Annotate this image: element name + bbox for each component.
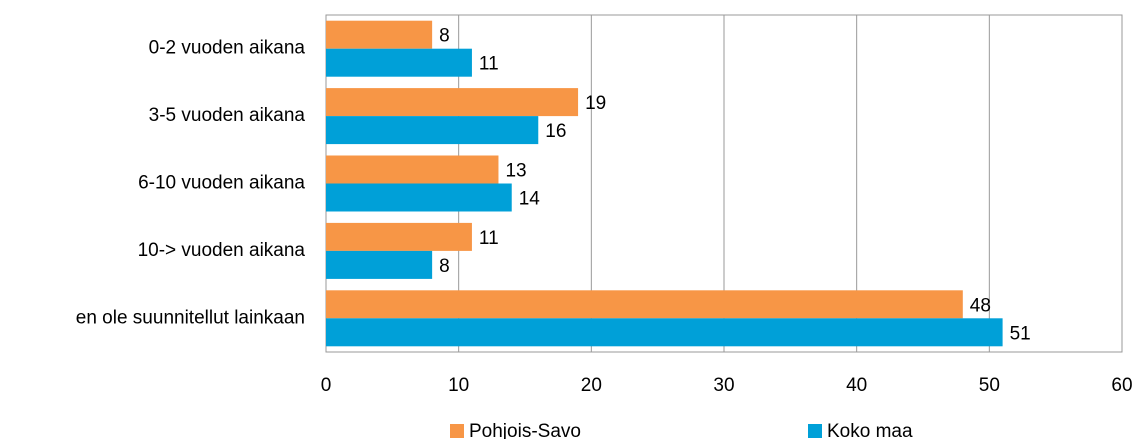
data-label: 19 xyxy=(585,93,606,114)
x-tick-label: 20 xyxy=(581,375,602,396)
x-tick-label: 30 xyxy=(713,375,734,396)
data-label: 8 xyxy=(439,26,450,47)
data-label: 16 xyxy=(545,121,566,142)
bar xyxy=(326,318,1003,347)
data-label: 13 xyxy=(505,161,526,182)
data-label: 8 xyxy=(439,256,450,277)
bar xyxy=(326,116,539,145)
bar xyxy=(326,250,433,279)
data-label: 51 xyxy=(1010,323,1031,344)
x-tick-label: 60 xyxy=(1111,375,1132,396)
bar xyxy=(326,290,963,319)
bar xyxy=(326,155,499,184)
data-label: 11 xyxy=(479,228,499,249)
y-tick-label: 0-2 vuoden aikana xyxy=(149,38,306,59)
bar xyxy=(326,222,472,251)
y-tick-label: 6-10 vuoden aikana xyxy=(138,173,305,194)
bar xyxy=(326,48,472,77)
data-label: 14 xyxy=(519,189,541,210)
x-tick-label: 40 xyxy=(846,375,867,396)
x-tick-label: 0 xyxy=(321,375,332,396)
bar xyxy=(326,88,579,117)
y-tick-label: en ole suunnitellut lainkaan xyxy=(76,307,305,328)
legend-label: Pohjois-Savo xyxy=(469,421,581,439)
bar xyxy=(326,20,433,49)
legend-swatch xyxy=(450,424,464,438)
y-tick-label: 10-> vuoden aikana xyxy=(138,240,306,261)
legend-swatch xyxy=(808,424,822,438)
y-tick-label: 3-5 vuoden aikana xyxy=(149,105,306,126)
x-tick-label: 50 xyxy=(979,375,1000,396)
bar xyxy=(326,183,512,212)
legend-label: Koko maa xyxy=(827,421,913,439)
data-label: 48 xyxy=(970,295,991,316)
x-tick-label: 10 xyxy=(448,375,469,396)
data-label: 11 xyxy=(479,54,499,75)
